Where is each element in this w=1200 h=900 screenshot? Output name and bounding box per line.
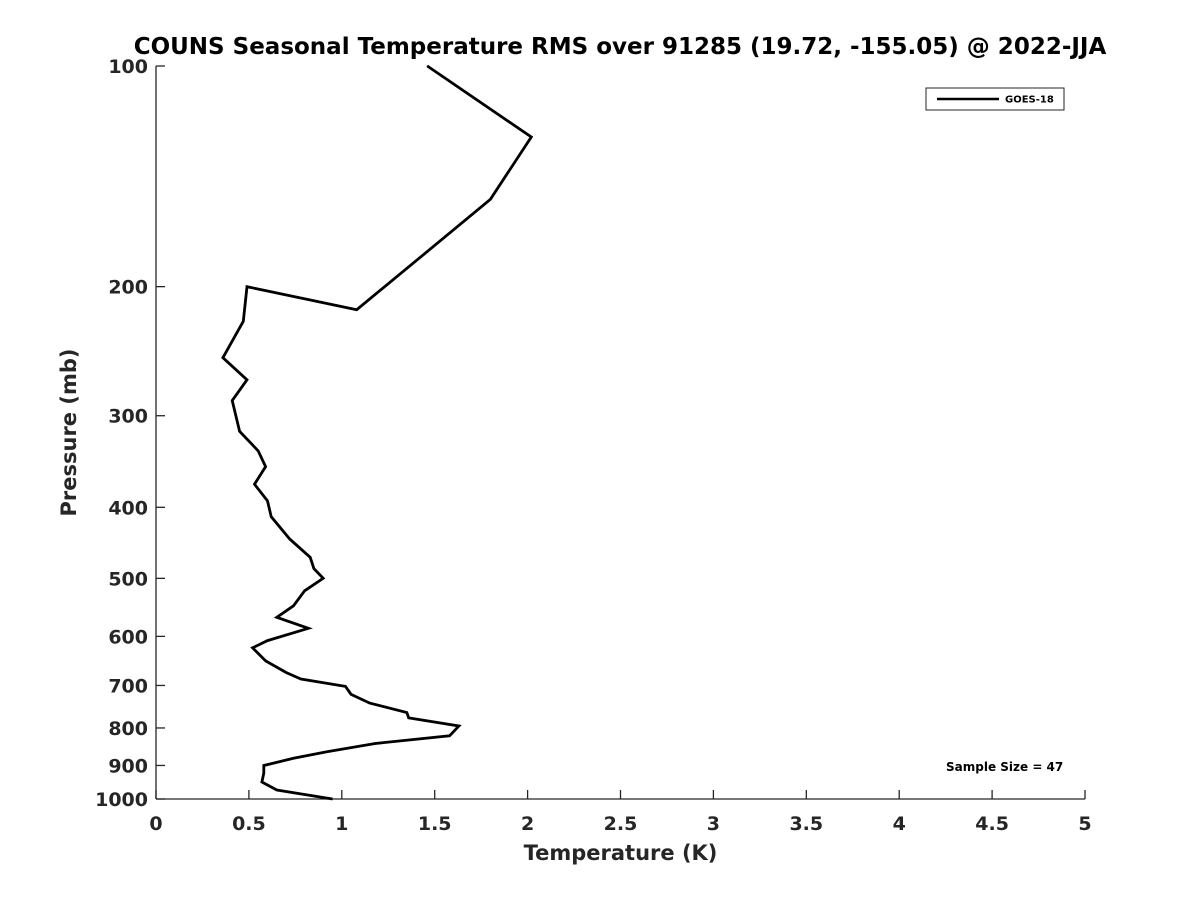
y-axis-label: Pressure (mb) [57,349,81,517]
data-point [265,466,267,468]
data-point [458,725,460,727]
data-point [266,500,269,502]
data-point [266,640,269,642]
data-point [313,568,315,570]
data-point [322,577,324,579]
data-point [331,798,334,800]
y-tick-label: 200 [108,277,148,299]
x-tick-label: 0 [149,813,162,835]
y-tick-label: 400 [108,497,148,519]
x-tick-label: 5 [1078,813,1091,835]
x-tick-label: 3 [707,813,720,835]
data-point [270,516,272,518]
data-point [307,627,309,629]
data-point [289,538,291,540]
data-point [344,685,347,688]
data-point [276,789,278,791]
data-point [257,450,259,452]
data-point [265,660,267,662]
sample-size-annotation: Sample Size = 47 [946,760,1063,774]
series-layer [221,64,534,801]
data-point [242,320,244,322]
x-tick-label: 4 [893,813,906,835]
data-point [326,751,328,753]
data-point [408,717,410,719]
legend-label: GOES-18 [1005,95,1054,106]
data-point [424,252,426,254]
x-tick-label: 3.5 [789,813,823,835]
y-tick-label: 500 [108,568,148,590]
data-point [239,430,241,432]
data-point [231,399,233,402]
data-point [253,483,256,485]
data-point [449,735,451,737]
data-point [292,757,295,759]
data-point [222,357,224,359]
x-tick-label: 0.5 [232,813,266,835]
chart-title: COUNS Seasonal Temperature RMS over 9128… [134,34,1107,60]
legend: GOES-18 [925,87,1065,111]
data-point [406,711,408,714]
data-point [369,702,371,704]
data-point [261,781,263,783]
plot-area [156,66,1085,799]
x-tick-label: 2 [521,813,534,835]
y-tick-label: 800 [108,718,148,740]
data-point [304,590,306,592]
y-tick-label: 100 [108,56,148,78]
y-tick-label: 900 [108,755,148,777]
y-tick-label: 600 [108,626,148,648]
x-tick-label: 4.5 [975,813,1009,835]
data-point [350,693,352,696]
data-point [263,772,265,774]
y-tick-label: 1000 [95,789,148,811]
data-point [292,605,295,607]
data-point [246,379,248,381]
y-tick-label: 700 [108,675,148,697]
data-point [530,136,532,138]
series-line-goes-18 [221,64,534,801]
data-point [426,65,428,67]
data-point [285,671,287,674]
data-point [252,647,254,649]
x-axis-label: Temperature (K) [524,841,718,865]
data-point [356,309,358,311]
x-tick-label: 1.5 [418,813,452,835]
data-point [246,286,248,288]
data-point [263,764,265,767]
data-point [276,616,278,618]
y-tick-label: 300 [108,406,148,428]
x-tick-label: 2.5 [604,813,638,835]
data-point [309,556,311,558]
data-point [374,742,376,745]
data-point [300,678,302,680]
x-tick-label: 1 [335,813,348,835]
data-point [489,198,491,200]
axes: 0 0.5 1 1.5 2 2.5 3 3.5 4 4.5 5 100 200 300 400 500 600 7… [95,56,1092,835]
